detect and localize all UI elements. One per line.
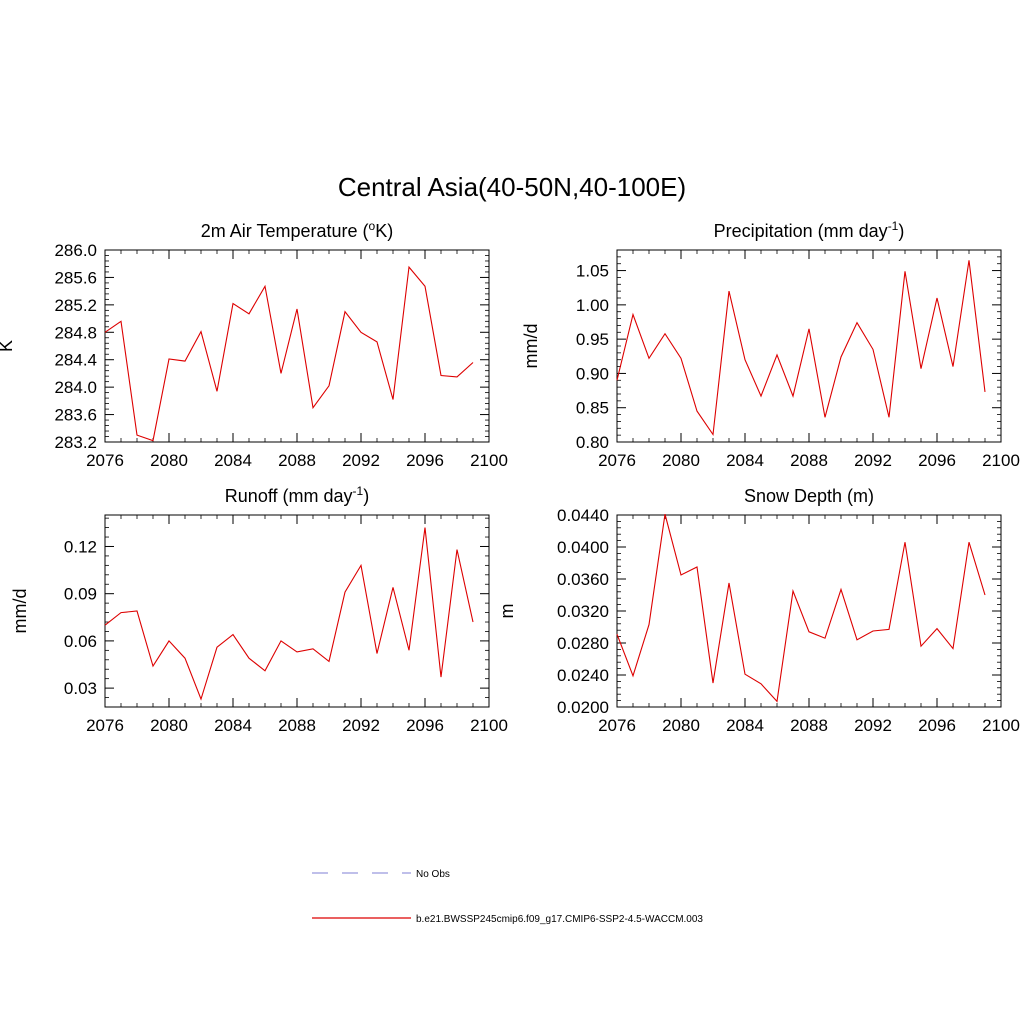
x-tick-label: 2100 (982, 716, 1020, 735)
y-tick-label: 0.95 (576, 330, 609, 349)
x-tick-label: 2100 (982, 451, 1020, 470)
panels: 2m Air Temperature (oK) K 2076 2080 2084 2088… (0, 219, 1020, 735)
y-tick-label: 0.0360 (557, 570, 609, 589)
series-line (104, 527, 474, 701)
x-tick-label: 2084 (214, 716, 252, 735)
x-tick-label: 2096 (406, 716, 444, 735)
x-tick-label: 2084 (726, 716, 764, 735)
y-axis-label: K (0, 340, 16, 352)
panel-title: Runoff (mm day-1) (225, 484, 369, 506)
plot-frame (104, 514, 490, 708)
legend-label: b.e21.BWSSP245cmip6.f09_g17.CMIP6-SSP2-4… (416, 914, 703, 925)
x-tick-label: 2096 (918, 451, 956, 470)
y-tick-label: 1.00 (576, 296, 609, 315)
panel-title-end: ) (363, 486, 369, 506)
panel-1: 2m Air Temperature (oK) K 2076 2080 2084 2088… (0, 219, 508, 470)
x-tick-label: 2080 (662, 451, 700, 470)
panel-title-main: Snow Depth (m) (744, 486, 874, 506)
y-axis-label: mm/d (10, 589, 30, 634)
series-line (104, 265, 474, 442)
y-tick-label: 0.0200 (557, 698, 609, 717)
x-tick-label: 2080 (150, 451, 188, 470)
y-tick-label: 0.12 (64, 537, 97, 556)
x-tick-label: 2088 (278, 451, 316, 470)
y-tick-label: 1.05 (576, 262, 609, 281)
panel-title-superscript: o (369, 219, 376, 233)
y-tick-label: 0.0400 (557, 538, 609, 557)
y-tick-label: 283.6 (54, 406, 97, 425)
panel-title-main: Runoff (mm day (225, 486, 353, 506)
y-tick-label: 284.8 (54, 323, 97, 342)
x-tick-label: 2088 (790, 716, 828, 735)
y-axis-label: mm/d (521, 324, 541, 369)
x-tick-label: 2076 (86, 716, 124, 735)
x-tick-label: 2080 (662, 716, 700, 735)
panel-title-end: K) (375, 221, 393, 241)
y-tick-label: 0.0440 (557, 506, 609, 525)
x-tick-label: 2092 (342, 451, 380, 470)
panel-title-main: 2m Air Temperature ( (201, 221, 369, 241)
x-tick-label: 2088 (790, 451, 828, 470)
series-line (616, 514, 986, 703)
y-tick-label: 0.03 (64, 679, 97, 698)
panel-2: Precipitation (mm day-1) mm/d 2076 2080 2084… (521, 219, 1020, 470)
x-tick-label: 2096 (406, 451, 444, 470)
y-axis-label: m (497, 604, 517, 619)
y-tick-label: 0.0280 (557, 634, 609, 653)
panel-title: Snow Depth (m) (744, 486, 874, 506)
y-tick-label: 284.0 (54, 378, 97, 397)
figure-title: Central Asia(40-50N,40-100E) (338, 172, 686, 202)
x-tick-label: 2076 (598, 451, 636, 470)
legend-label: No Obs (416, 869, 450, 880)
x-tick-label: 2084 (214, 451, 252, 470)
y-tick-label: 0.09 (64, 585, 97, 604)
y-tick-label: 0.0240 (557, 666, 609, 685)
x-tick-label: 2096 (918, 716, 956, 735)
y-tick-label: 283.2 (54, 433, 97, 452)
panel-3: Runoff (mm day-1) mm/d 2076 2080 2084 2088 209… (10, 484, 508, 735)
panel-title-superscript: -1 (888, 219, 899, 233)
x-tick-label: 2076 (598, 716, 636, 735)
plot-frame (104, 249, 490, 443)
plot-frame (616, 514, 1002, 708)
y-tick-label: 0.80 (576, 433, 609, 452)
x-tick-label: 2084 (726, 451, 764, 470)
y-tick-label: 284.4 (54, 351, 97, 370)
y-tick-label: 285.2 (54, 296, 97, 315)
panel-title-superscript: -1 (353, 484, 364, 498)
series-line (616, 260, 986, 437)
x-tick-label: 2092 (854, 451, 892, 470)
panel-title-end: ) (898, 221, 904, 241)
panel-title-main: Precipitation (mm day (714, 221, 888, 241)
x-tick-label: 2092 (342, 716, 380, 735)
x-tick-label: 2100 (470, 716, 508, 735)
x-tick-label: 2092 (854, 716, 892, 735)
plot-frame (616, 249, 1002, 443)
x-tick-label: 2076 (86, 451, 124, 470)
x-tick-label: 2088 (278, 716, 316, 735)
panel-title: Precipitation (mm day-1) (714, 219, 905, 241)
x-tick-label: 2080 (150, 716, 188, 735)
panel-title: 2m Air Temperature (oK) (201, 219, 393, 241)
legend: No Obs b.e21.BWSSP245cmip6.f09_g17.CMIP6-… (312, 869, 703, 925)
y-tick-label: 0.0320 (557, 602, 609, 621)
y-tick-label: 0.85 (576, 399, 609, 418)
y-tick-label: 0.06 (64, 632, 97, 651)
y-tick-label: 286.0 (54, 241, 97, 260)
panel-4: Snow Depth (m) m 2076 2080 2084 2088 2092 2096 2… (497, 486, 1020, 735)
x-tick-label: 2100 (470, 451, 508, 470)
y-tick-label: 0.90 (576, 364, 609, 383)
y-tick-label: 285.6 (54, 268, 97, 287)
